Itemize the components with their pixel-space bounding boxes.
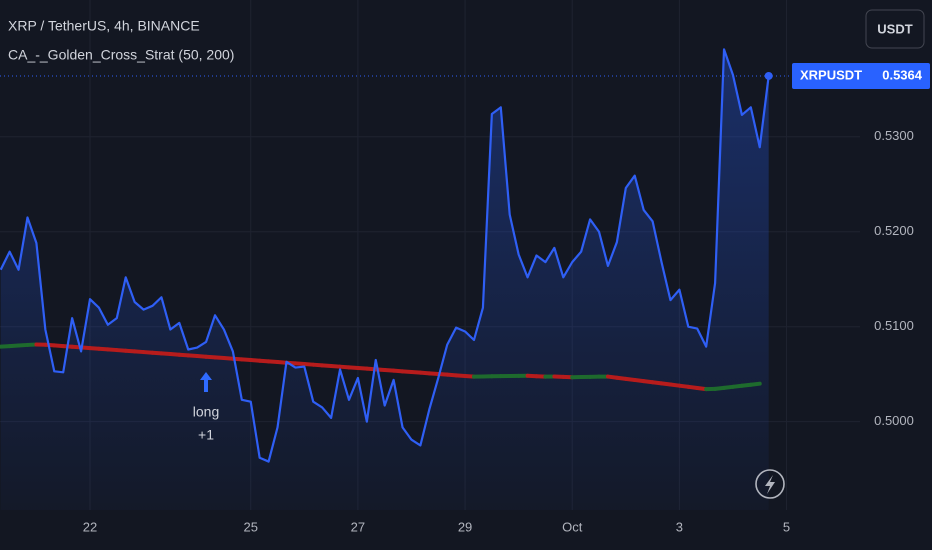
axis-labels: 0.5000 0.5100 0.5200 0.5300 22 25 27 29 Oct 3 5 bbox=[83, 128, 914, 534]
y-tick-label: 0.5300 bbox=[874, 128, 914, 143]
price-tag bbox=[792, 62, 930, 89]
y-tick-label: 0.5200 bbox=[874, 223, 914, 238]
plot bbox=[0, 48, 770, 510]
icon-circle[interactable] bbox=[755, 469, 785, 499]
currency-button[interactable] bbox=[865, 9, 925, 49]
x-tick-label: Oct bbox=[562, 519, 583, 534]
replay-icon[interactable] bbox=[755, 469, 785, 499]
y-tick-label: 0.5100 bbox=[874, 318, 914, 333]
annotation-qty: +1 bbox=[198, 427, 214, 443]
indicator-title: CA_-_Golden_Cross_Strat (50, 200) bbox=[8, 47, 234, 63]
price-tag-value: 0.5364 bbox=[882, 67, 923, 82]
x-tick-label: 5 bbox=[783, 519, 790, 534]
x-tick-label: 29 bbox=[458, 519, 472, 534]
chart-title: XRP / TetherUS, 4h, BINANCE bbox=[8, 18, 200, 34]
price-tag-name: XRPUSDT bbox=[800, 67, 862, 82]
overlay: XRPUSDT 0.5364 bbox=[0, 62, 930, 89]
x-tick-label: 22 bbox=[83, 519, 97, 534]
annotation-label: long bbox=[193, 404, 219, 420]
area bbox=[0, 49, 769, 510]
icon-bolt[interactable] bbox=[765, 475, 775, 494]
currency-button-label[interactable]: USDT bbox=[877, 21, 912, 36]
long-arrow bbox=[200, 372, 212, 392]
y-tick-label: 0.5000 bbox=[874, 413, 914, 428]
price-line bbox=[0, 48, 770, 463]
ma-segment bbox=[748, 381, 762, 387]
x-tick-label: 27 bbox=[351, 519, 365, 534]
x-tick-label: 25 bbox=[244, 519, 258, 534]
x-tick-label: 3 bbox=[676, 519, 683, 534]
last-point bbox=[764, 71, 773, 80]
